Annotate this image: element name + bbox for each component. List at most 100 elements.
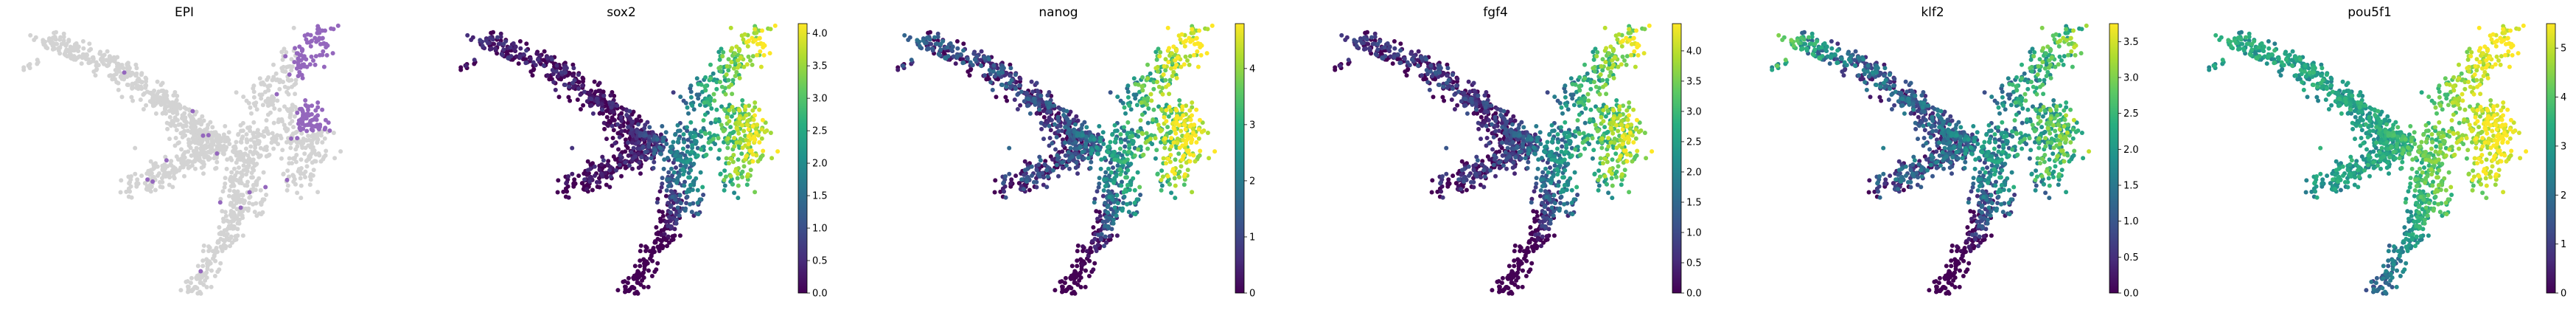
cell-point [184,106,189,111]
cell-point [1063,125,1068,130]
cell-point [704,152,709,157]
cell-point [254,134,258,140]
cell-point [61,35,66,39]
cell-point [236,154,241,158]
cell-point [1054,162,1059,168]
cell-point [609,105,614,110]
cell-point [1075,243,1081,248]
cell-point [745,123,750,128]
cell-point [587,90,592,95]
cell-point [1044,168,1050,173]
cell-point [1128,162,1134,166]
cell-point [306,104,311,109]
cell-point [484,38,489,43]
cell-point [626,153,631,158]
cell-point [1018,76,1023,81]
cell-point [61,31,66,36]
cell-point [204,285,209,289]
cell-point [1008,85,1013,90]
cell-point [590,111,596,116]
cell-point [1003,195,1008,200]
cell-point [75,55,80,61]
cell-point [241,163,246,168]
cell-point [208,150,213,155]
cell-point [251,120,256,125]
cell-point [961,41,966,46]
cell-point [1080,262,1085,267]
cell-point [757,140,762,145]
cell-point [286,174,291,179]
cell-point [1034,80,1039,86]
cell-point [1173,183,1178,188]
cell-point [261,170,266,175]
cell-point [1041,114,1047,120]
cell-point [136,76,141,81]
cell-point [755,123,760,127]
cell-point [642,125,647,131]
cell-point [163,154,168,159]
cell-point [298,65,303,70]
cell-point [649,156,654,161]
cell-point [1164,119,1169,124]
cell-point [178,165,184,170]
cell-point [291,25,296,30]
cell-point [112,59,117,64]
cell-point [1392,39,1397,44]
cell-point [1008,73,1013,78]
cell-point [596,100,600,105]
cell-point [1004,84,1009,89]
cell-point [311,58,315,63]
cell-point [1039,126,1044,131]
colorbar-tick-label: 0.5 [812,256,828,267]
cell-point [1015,92,1020,97]
cell-point [125,63,130,68]
cell-point [730,182,735,187]
cell-point [550,68,555,72]
cell-point [702,100,707,105]
cell-point [162,97,167,102]
cell-point [254,181,259,186]
cell-point [587,179,593,184]
cell-point [1039,93,1044,98]
cell-point [1148,92,1153,97]
cell-point [702,84,708,89]
colorbar-gradient [1235,23,1245,294]
cell-point [553,87,558,92]
cell-point [170,185,175,190]
cell-point [671,170,677,175]
cell-point [1112,157,1117,162]
cell-point [223,210,228,215]
cell-point [722,168,727,173]
cell-point [671,90,676,95]
cell-point [608,93,613,98]
cell-point [273,71,279,76]
cell-point [722,177,727,182]
cell-point [638,243,643,248]
cell-point [1131,76,1137,81]
cell-point [666,215,671,219]
cell-point [1113,128,1117,134]
cell-point [310,173,315,178]
cell-point [736,183,741,188]
cell-point [170,110,175,115]
cell-point [26,63,31,68]
cell-point [926,46,931,51]
cell-point [1440,94,1445,100]
cell-point [309,134,314,139]
cell-point [43,39,47,44]
cell-point [1067,166,1072,171]
colorbar-gradient [797,23,808,294]
cell-point [138,97,143,103]
cell-point [1041,175,1047,180]
cell-point [979,49,984,54]
cell-point [1159,177,1164,182]
cell-point [244,172,249,177]
cell-point [1198,148,1203,154]
cell-point [570,171,575,176]
cell-point [659,243,664,248]
cell-point [1173,157,1178,162]
cell-point [572,177,577,182]
cell-point [1177,98,1182,103]
cell-point [1099,157,1104,162]
cell-point [300,108,305,113]
